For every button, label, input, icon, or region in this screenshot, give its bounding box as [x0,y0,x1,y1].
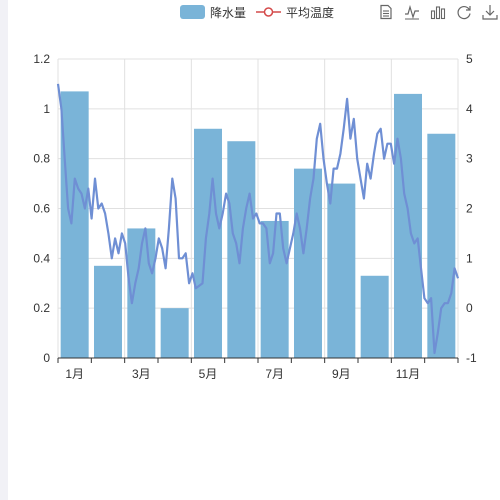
bar [194,128,222,358]
x-axis-tick-label: 3月 [132,367,151,381]
temperature-line [56,83,460,355]
x-axis-tick-label: 9月 [332,367,351,381]
left-axis-tick-label: 0.4 [33,251,50,265]
legend-label-temperature: 平均温度 [286,5,335,20]
bar [60,91,89,359]
line-series [56,83,460,355]
data-view-icon[interactable] [378,4,394,20]
grid [57,58,459,358]
right-axis-tick-label: 5 [466,52,473,66]
restore-icon[interactable] [456,4,472,20]
x-axis-tick-label: 5月 [199,367,218,381]
right-axis-tick-label: 0 [466,301,473,315]
legend-item-temperature[interactable]: 平均温度 [256,4,334,21]
bar [394,93,422,358]
bar-chart-icon[interactable] [430,4,446,20]
bar [227,141,256,358]
bar [127,228,156,358]
left-axis-tick-label: 1 [43,102,50,116]
legend-line-swatch [256,7,282,17]
bar [94,265,122,358]
legend-label-rainfall: 降水量 [210,5,247,20]
right-axis-tick-label: -1 [466,351,477,365]
legend: 降水量 平均温度 [180,2,344,22]
bar [360,275,389,358]
bar [294,168,322,358]
left-axis-tick-label: 1.2 [33,52,50,66]
left-axis-tick-label: 0 [43,351,50,365]
x-axis-tick-label: 1月 [65,367,84,381]
left-axis-tick-label: 0.8 [33,152,50,166]
legend-item-rainfall[interactable]: 降水量 [180,4,246,21]
right-axis-tick-label: 4 [466,102,473,116]
x-axis-tick-label: 7月 [265,367,284,381]
x-axis-tick-label: 11月 [396,367,420,381]
right-axis-tick-label: 2 [466,202,473,216]
left-axis-tick-label: 0.2 [33,301,50,315]
legend-bar-swatch [180,5,205,19]
line-chart-icon[interactable] [404,4,420,20]
bar [427,133,456,358]
bar [260,220,289,358]
download-icon[interactable] [482,4,498,20]
right-axis-tick-label: 3 [466,152,473,166]
axes: 0 0.2 0.4 0.6 0.8 1 1.2 -1 0 1 2 3 4 5 1月 3月 5月 7月 9月 11月 [33,52,477,381]
right-axis-tick-label: 1 [466,251,473,265]
bar [327,183,356,358]
left-axis-tick-label: 0.6 [33,202,50,216]
bar [160,308,189,358]
toolbox [378,4,500,20]
side-strip [0,0,8,500]
bar-series [60,91,456,359]
